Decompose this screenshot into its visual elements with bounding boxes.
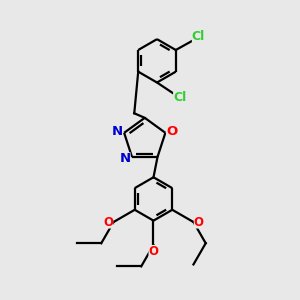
Text: O: O xyxy=(194,215,204,229)
Text: O: O xyxy=(166,124,177,138)
Text: O: O xyxy=(148,245,158,258)
Text: Cl: Cl xyxy=(173,91,186,104)
Text: N: N xyxy=(112,124,123,138)
Text: Cl: Cl xyxy=(192,30,205,43)
Text: N: N xyxy=(119,152,130,165)
Text: O: O xyxy=(103,215,113,229)
